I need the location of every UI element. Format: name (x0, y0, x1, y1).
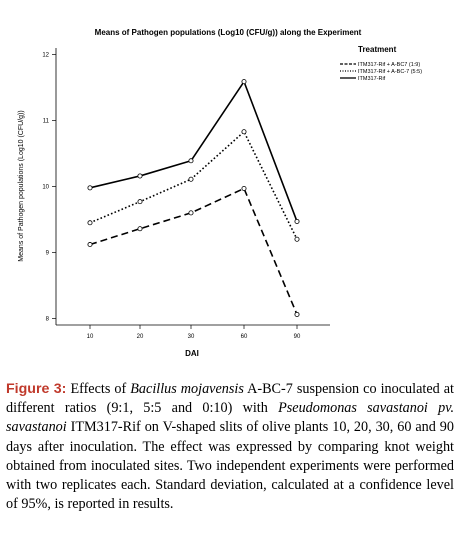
series-layer (87, 79, 300, 317)
series-2 (87, 79, 300, 224)
data-point (87, 185, 93, 191)
y-tick-label: 11 (43, 119, 50, 125)
data-point (87, 220, 93, 226)
caption-text-2: A-BC-7 suspension co inoculated at diffe… (6, 381, 454, 417)
series-0 (87, 185, 300, 317)
legend-label: ITM317-Rif + A-BC7 (1:9) (358, 62, 420, 68)
figure-label: Figure 3: (6, 381, 67, 397)
caption-text-1: Effects of (66, 381, 131, 397)
data-point (241, 79, 247, 85)
data-point (137, 226, 143, 232)
data-point (137, 173, 143, 179)
data-point (294, 236, 300, 242)
pathogen-population-chart: Means of Pathogen populations (Log10 (CF… (18, 28, 422, 358)
y-tick-label: 12 (42, 53, 49, 59)
data-point (188, 158, 194, 164)
x-tick-label: 10 (87, 334, 94, 340)
x-axis: 10 20 30 60 90 (56, 324, 330, 340)
data-point (87, 242, 93, 248)
caption-species-1: Bacillus mojavensis (130, 381, 244, 397)
series-line (89, 130, 298, 240)
figure-caption: Figure 3: Effects of Bacillus mojavensis… (6, 380, 454, 514)
series-line (89, 187, 298, 315)
x-axis-label: DAI (185, 349, 199, 358)
data-point (294, 311, 300, 317)
y-axis: 8 9 10 11 12 (42, 48, 57, 325)
chart-title: Means of Pathogen populations (Log10 (CF… (95, 28, 362, 37)
series-line (89, 80, 298, 222)
x-tick-label: 20 (137, 334, 144, 340)
data-point (294, 218, 300, 224)
y-tick-label: 10 (42, 185, 49, 191)
y-axis-label: Means of Pathogen populations (Log10 (CF… (18, 110, 25, 261)
data-point (137, 199, 143, 205)
x-tick-label: 30 (188, 334, 195, 340)
series-1 (87, 129, 300, 242)
legend-label: ITM317-Rif + A-BC-7 (5:5) (358, 69, 422, 75)
data-point (188, 176, 194, 182)
legend-label: ITM317-Rif (358, 76, 386, 82)
legend: Treatment ITM317-Rif + A-BC7 (1:9)ITM317… (340, 45, 422, 82)
data-point (188, 210, 194, 216)
x-tick-label: 90 (294, 334, 301, 340)
data-point (241, 129, 247, 135)
legend-title: Treatment (358, 45, 397, 54)
y-tick-label: 9 (46, 250, 50, 256)
data-point (241, 185, 247, 191)
x-tick-label: 60 (241, 334, 248, 340)
y-tick-label: 8 (46, 316, 50, 322)
caption-text-3: ITM317-Rif on V-shaped slits of olive pl… (6, 419, 454, 513)
caption-species-2: Pseudomonas savastanoi pv. savastanoi (6, 400, 454, 436)
